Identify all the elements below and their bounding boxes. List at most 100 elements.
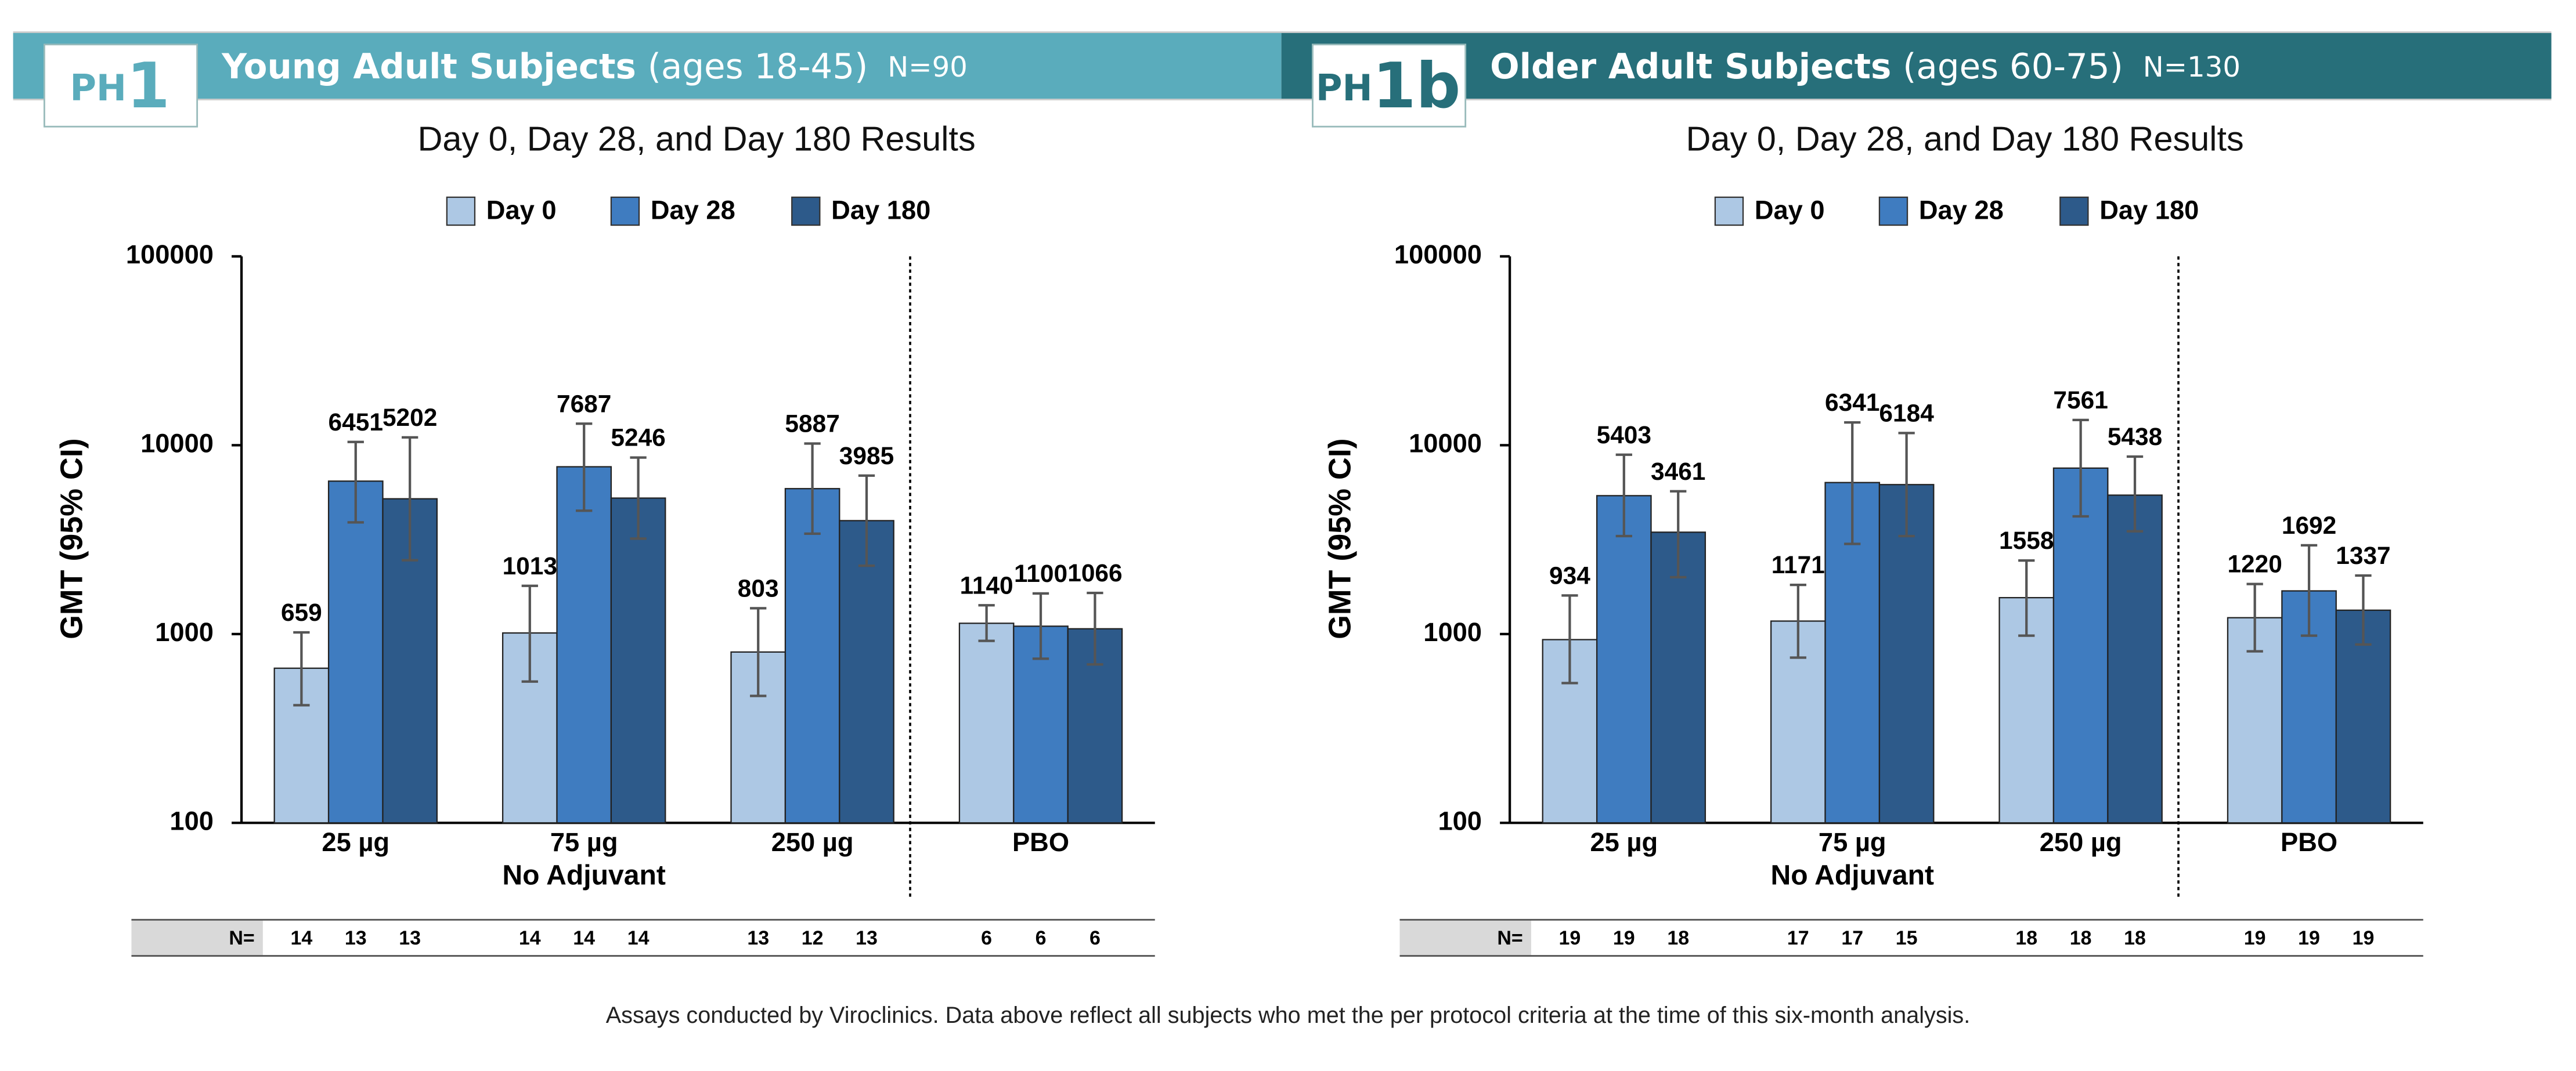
badge-prefix: PH [70,67,127,109]
bar [2107,494,2163,824]
legend-swatch [1714,196,1744,226]
data-label: 1171 [1772,551,1825,578]
panel-n: N=130 [2143,51,2241,84]
y-axis-label: GMT (95% CI) [55,438,89,639]
data-label: 1220 [2227,551,2282,578]
y-tick-label: 1000 [155,617,214,647]
panel-n: N=90 [887,51,968,84]
data-label: 1013 [503,552,557,580]
y-tick-label: 1000 [1423,617,1482,647]
data-label: 7561 [2053,386,2108,414]
data-label: 5403 [1597,421,1651,448]
legend-label: Day 28 [651,195,735,225]
n-value: 13 [399,927,421,949]
y-tick-label: 100 [169,806,214,835]
n-value: 18 [2070,927,2092,949]
badge-prefix: PH [1316,67,1373,109]
error-bar [1087,591,1103,666]
badge [44,44,199,128]
banner-title: Older Adult Subjects (ages 60-75) N=130 [1490,47,2241,87]
bar [610,497,666,824]
n-value: 19 [1559,927,1581,949]
error-bar [1561,594,1578,685]
n-value: 14 [573,927,595,949]
badge-number: 1 [127,50,170,122]
bar [784,488,840,824]
n-value: 19 [2298,927,2320,949]
panel-subtitle: (ages 60-75) [1903,47,2123,87]
footnote: Assays conducted by Viroclinics. Data ab… [606,1003,1970,1028]
badge [1312,44,1467,128]
chart-title: Day 0, Day 28, and Day 180 Results [1686,119,2244,158]
n-value: 6 [1089,927,1101,949]
x-annotation: No Adjuvant [1770,859,1934,891]
n-value: 6 [981,927,992,949]
x-tick-label: 75 µg [550,827,618,857]
bar [839,520,894,824]
y-tick-label: 100000 [1394,240,1482,269]
bar [1650,531,1706,824]
n-value: 15 [1896,927,1918,949]
y-tick-label: 10000 [1409,428,1482,458]
error-bar [347,440,364,524]
badge-text: PH1b [1316,50,1461,122]
error-bar [1790,584,1806,659]
bar [2335,609,2391,824]
data-label: 1066 [1067,559,1122,587]
x-tick-label: 25 µg [322,827,389,857]
error-bar [804,442,821,535]
n-value: 13 [345,927,367,949]
bar [958,623,1015,824]
y-tick-label: 100000 [126,240,214,269]
n-value: 14 [627,927,650,949]
x-tick-label: PBO [1012,827,1069,857]
panel-subtitle: (ages 18-45) [648,47,868,87]
n-value: 19 [1613,927,1635,949]
error-bar [1898,432,1915,538]
n-value: 19 [2353,927,2375,949]
legend-swatch [2059,196,2089,226]
data-label: 7687 [557,390,611,417]
error-bar [521,584,538,683]
panel-title: Older Adult Subjects [1490,47,1891,87]
badge-text: PH1 [70,50,170,122]
legend-label: Day 28 [1919,195,2004,225]
data-label: 1558 [1999,527,2054,554]
legend-swatch [610,196,640,226]
error-bar [2355,574,2372,646]
n-value: 6 [1036,927,1047,949]
chart-title: Day 0, Day 28, and Day 180 Results [417,119,975,158]
error-bar [2246,582,2263,653]
n-value: 13 [856,927,878,949]
data-label: 3461 [1651,458,1705,485]
error-bar [576,422,593,512]
x-tick-label: 250 µg [2040,827,2122,857]
error-bar [402,436,418,562]
panel-title: Young Adult Subjects [221,47,636,87]
n-value: 12 [802,927,824,949]
data-label: 5887 [785,410,839,437]
error-bar [630,456,647,540]
error-bar [2018,559,2035,637]
error-bar [1032,592,1049,660]
legend-swatch [791,196,821,226]
bar [2052,467,2109,824]
y-axis-label: GMT (95% CI) [1323,438,1358,639]
x-tick-label: 250 µg [771,827,854,857]
x-tick-label: PBO [2281,827,2337,857]
error-bar [2126,455,2144,533]
error-bar [293,631,310,707]
y-tick-label: 10000 [140,428,214,458]
n-value: 13 [747,927,769,949]
data-label: 1100 [1014,560,1067,587]
error-bar [1844,421,1861,545]
n-value: 17 [1787,927,1809,949]
error-bar [750,607,767,697]
bar [1878,484,1935,824]
data-label: 659 [281,599,322,626]
x-annotation: No Adjuvant [502,859,666,891]
n-value: 14 [290,927,312,949]
error-bar [2072,418,2089,518]
